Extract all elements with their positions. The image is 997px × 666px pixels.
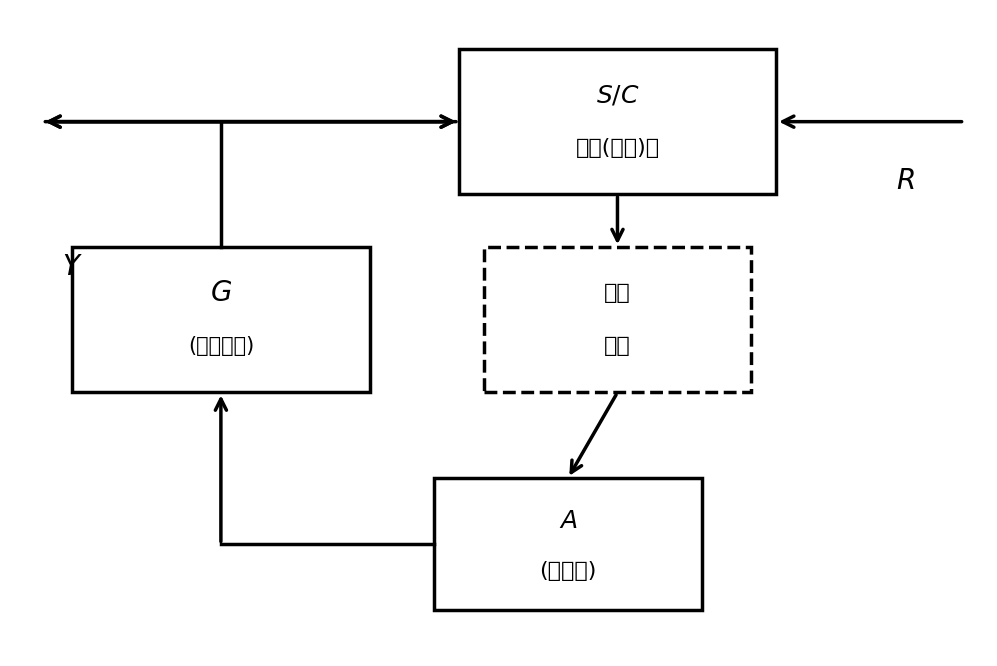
- Text: $G$: $G$: [209, 279, 232, 308]
- Bar: [434, 478, 702, 610]
- Text: (执行器): (执行器): [539, 561, 596, 581]
- Text: $R$: $R$: [895, 167, 914, 195]
- Text: $S/C$: $S/C$: [595, 83, 639, 107]
- Bar: [484, 247, 752, 392]
- Bar: [72, 247, 370, 392]
- Text: 网络: 网络: [604, 336, 631, 356]
- Text: $A$: $A$: [558, 509, 577, 533]
- Text: $Y$: $Y$: [62, 253, 83, 281]
- Bar: [459, 49, 776, 194]
- Text: 前向: 前向: [604, 283, 631, 304]
- Text: 变送(控制)器: 变送(控制)器: [575, 138, 660, 158]
- Text: (被控对象): (被控对象): [187, 336, 254, 356]
